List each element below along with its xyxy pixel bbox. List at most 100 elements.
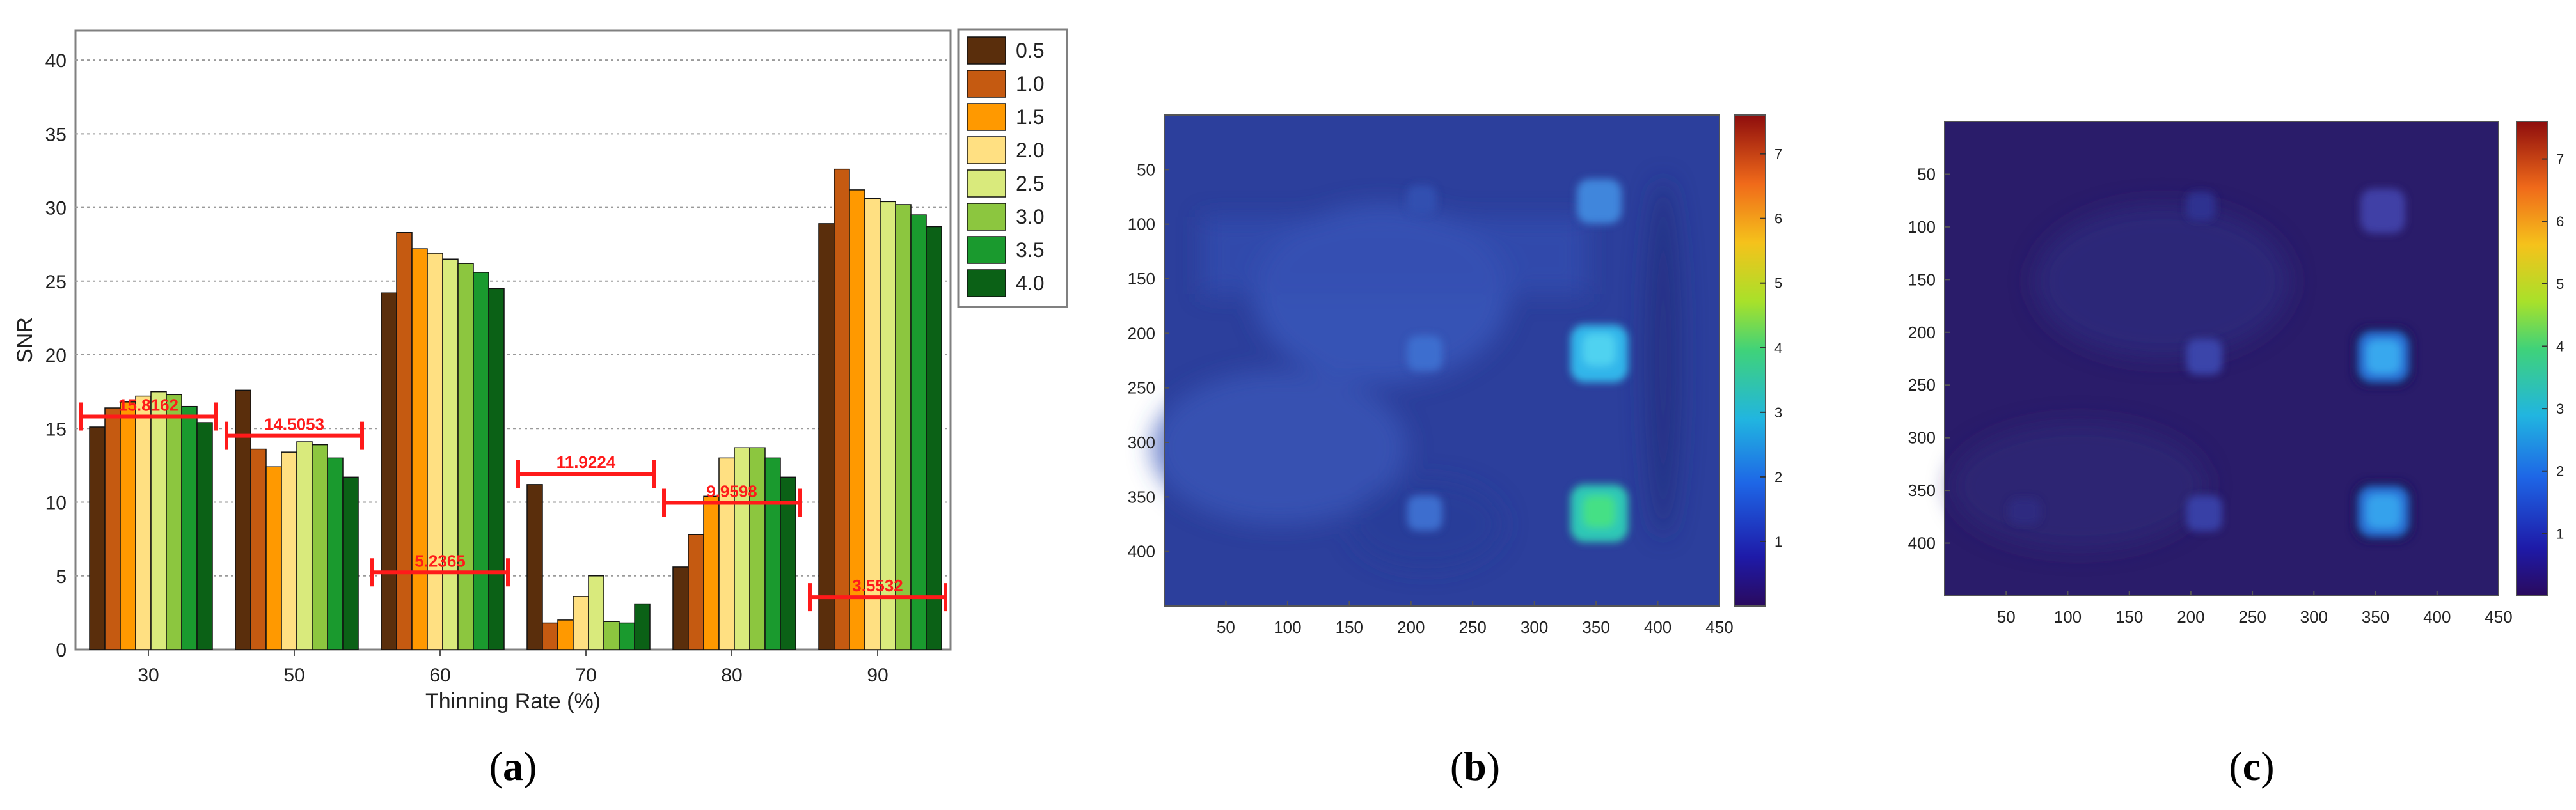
y-tick-label: 10 bbox=[45, 493, 67, 514]
colorbar-b bbox=[1734, 114, 1766, 607]
bar bbox=[880, 201, 896, 650]
bar bbox=[672, 566, 689, 650]
y-tick-label: 15 bbox=[45, 419, 67, 440]
bar bbox=[265, 466, 282, 650]
bar bbox=[196, 422, 213, 650]
heatmap-b-frame bbox=[1164, 114, 1720, 607]
colorbar-tick-label: 2 bbox=[2556, 463, 2564, 479]
bar bbox=[634, 603, 651, 650]
caption-a: (a) bbox=[489, 744, 537, 789]
bar bbox=[342, 476, 359, 650]
x-tick-label: 50 bbox=[1217, 618, 1235, 637]
bar bbox=[557, 619, 574, 650]
colorbar-c bbox=[2516, 121, 2548, 596]
y-tick-label: 40 bbox=[45, 51, 67, 72]
y-tick-label: 25 bbox=[45, 272, 67, 293]
bar bbox=[457, 263, 474, 650]
y-tick-label: 350 bbox=[1128, 487, 1155, 506]
y-tick-label: 250 bbox=[1908, 375, 1936, 394]
bar bbox=[718, 457, 735, 650]
x-tick-label: 350 bbox=[1582, 618, 1609, 637]
colorbar-tick-label: 7 bbox=[2556, 152, 2564, 167]
legend-label: 1.5 bbox=[1016, 105, 1044, 129]
bar bbox=[381, 292, 397, 650]
mean-annotation: 3.5532 bbox=[808, 576, 947, 612]
legend-label: 3.0 bbox=[1016, 205, 1044, 228]
colorbar-tick-label: 1 bbox=[2556, 526, 2564, 541]
y-tick-label: 150 bbox=[1128, 269, 1155, 288]
x-tick-label: 100 bbox=[1274, 618, 1301, 637]
x-tick-label: 450 bbox=[1705, 618, 1733, 637]
bar bbox=[764, 457, 781, 650]
colorbar-tick-label: 6 bbox=[2556, 214, 2564, 230]
x-tick-label: 150 bbox=[1336, 618, 1363, 637]
x-axis-label: Thinning Rate (%) bbox=[425, 689, 601, 713]
x-tick-label: 300 bbox=[1521, 618, 1548, 637]
x-tick-label: 50 bbox=[283, 665, 304, 686]
y-tick-label: 100 bbox=[1128, 215, 1155, 234]
legend-swatch bbox=[967, 236, 1006, 264]
bar bbox=[749, 447, 766, 650]
legend-swatch bbox=[967, 269, 1006, 297]
bar bbox=[488, 288, 505, 650]
legend-swatch bbox=[967, 169, 1006, 198]
heatmap-b-spots bbox=[1407, 179, 1628, 542]
bar bbox=[780, 476, 796, 650]
gridlines bbox=[75, 59, 951, 577]
bar bbox=[895, 204, 912, 650]
y-tick-labels: 0 5 10 15 20 25 30 35 40 bbox=[45, 51, 67, 661]
mean-annotation: 5.2365 bbox=[370, 551, 510, 587]
colorbar-tick-label: 3 bbox=[2556, 401, 2564, 417]
y-tick-label: 400 bbox=[1128, 542, 1155, 561]
colorbar-c-ticks: 1 2 3 4 5 6 7 bbox=[2542, 152, 2564, 541]
mean-label: 9.9598 bbox=[706, 481, 757, 501]
colorbar-tick-label: 7 bbox=[1774, 146, 1782, 162]
x-tick-label: 450 bbox=[2485, 607, 2512, 627]
legend-swatch bbox=[967, 36, 1006, 65]
x-tick-label: 300 bbox=[2300, 607, 2328, 627]
bar bbox=[603, 621, 620, 650]
bar bbox=[442, 258, 459, 650]
x-tick-label: 60 bbox=[429, 665, 450, 686]
bar bbox=[181, 405, 198, 650]
bar bbox=[588, 575, 604, 650]
caption-c: (c) bbox=[2229, 744, 2274, 789]
bar bbox=[818, 223, 835, 650]
legend-label: 4.0 bbox=[1016, 272, 1044, 295]
y-tick-label: 35 bbox=[45, 124, 67, 145]
bar bbox=[327, 457, 344, 650]
x-tick-label: 150 bbox=[2115, 607, 2143, 627]
colorbar-tick-label: 4 bbox=[1774, 340, 1782, 356]
colorbar-tick-label: 2 bbox=[1774, 469, 1782, 485]
mean-annotation: 15.8162 bbox=[79, 395, 218, 431]
legend-swatch bbox=[967, 70, 1006, 98]
bar bbox=[688, 534, 704, 650]
bar bbox=[834, 168, 850, 650]
y-tick-label: 400 bbox=[1908, 534, 1936, 553]
x-tick-label: 80 bbox=[721, 665, 742, 686]
bar bbox=[281, 451, 297, 650]
bar bbox=[120, 401, 136, 650]
colorbar-tick-label: 3 bbox=[1774, 405, 1782, 421]
bar bbox=[910, 214, 927, 650]
mean-annotation: 11.9224 bbox=[516, 453, 656, 488]
mean-label: 3.5532 bbox=[852, 576, 903, 595]
legend-label: 3.5 bbox=[1016, 238, 1044, 261]
bar bbox=[411, 248, 428, 650]
y-tick-label: 30 bbox=[45, 198, 67, 219]
y-tick-label: 200 bbox=[1128, 323, 1155, 343]
y-tick-label: 300 bbox=[1908, 428, 1936, 448]
bars bbox=[89, 168, 942, 650]
y-tick-label: 200 bbox=[1908, 323, 1936, 342]
mean-label: 15.8162 bbox=[118, 395, 178, 414]
bar bbox=[235, 389, 251, 650]
x-tick-labels: 30 50 60 70 80 90 bbox=[138, 650, 889, 686]
x-tick-label: 350 bbox=[2362, 607, 2389, 627]
mean-annotations: 15.8162 14.5053 5.2365 11.9224 9.9598 3.5532 bbox=[79, 395, 947, 612]
legend-label: 1.0 bbox=[1016, 72, 1044, 95]
y-tick-label: 0 bbox=[56, 640, 67, 661]
caption-c-letter: c bbox=[2243, 744, 2261, 789]
bar bbox=[473, 272, 489, 650]
bar bbox=[542, 622, 558, 650]
caption-b: (b) bbox=[1450, 744, 1500, 789]
